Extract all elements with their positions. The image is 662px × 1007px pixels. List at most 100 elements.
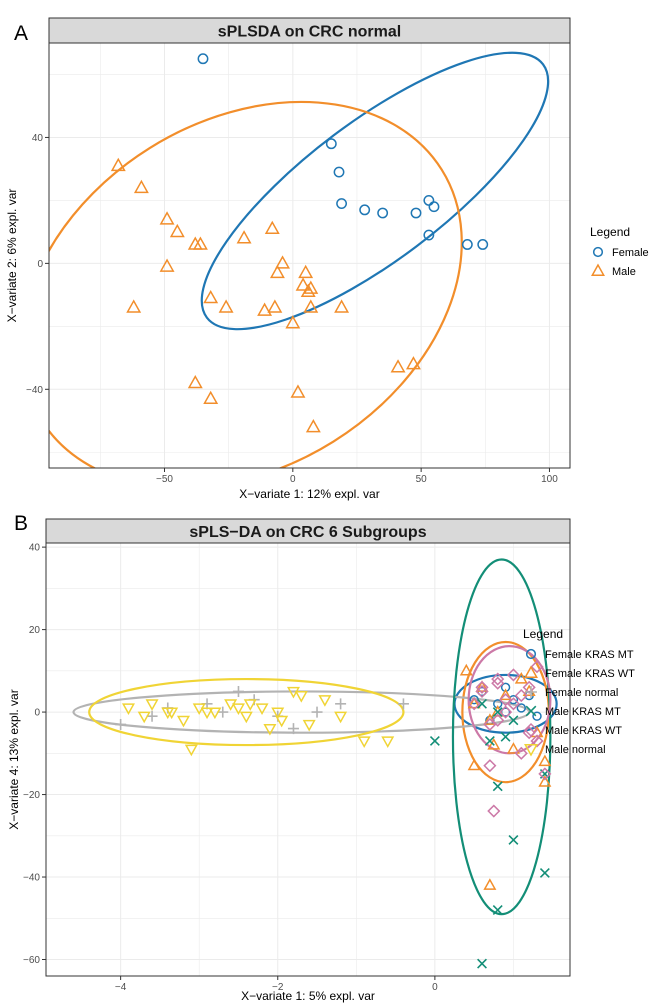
data-point xyxy=(169,223,185,238)
series-female xyxy=(197,53,489,250)
y-tick-label: −20 xyxy=(23,790,40,801)
data-point xyxy=(159,211,175,225)
data-point xyxy=(487,738,501,750)
legend-key xyxy=(592,246,604,258)
data-point xyxy=(405,356,421,370)
data-point xyxy=(539,867,550,878)
data-point xyxy=(208,707,222,720)
data-point xyxy=(334,711,348,724)
data-point xyxy=(203,390,219,405)
legend-key xyxy=(525,705,537,717)
plot-area xyxy=(49,43,570,468)
legend: Legend Female Male xyxy=(590,225,649,278)
ellipses xyxy=(49,51,550,468)
ellipse-male-normal xyxy=(88,677,405,747)
data-point xyxy=(305,419,321,433)
facet-strip xyxy=(45,518,571,544)
legend-item: Male KRAS WT xyxy=(523,722,622,738)
data-point xyxy=(298,264,314,279)
data-point xyxy=(232,685,244,697)
series-male-kras-wt xyxy=(467,660,552,818)
x-tick-label: 50 xyxy=(416,474,428,485)
data-point xyxy=(218,299,234,313)
series-male-kras-mt xyxy=(429,698,550,969)
data-point xyxy=(514,689,528,703)
x-axis-title: X−variate 1: 12% expl. var xyxy=(239,487,379,501)
data-point xyxy=(538,767,552,781)
data-point xyxy=(492,707,503,718)
legend-item: Female KRAS MT xyxy=(525,648,634,661)
data-point xyxy=(290,384,306,398)
data-point xyxy=(499,688,513,701)
data-point xyxy=(239,711,253,724)
data-point xyxy=(184,744,198,757)
facet-strip xyxy=(48,17,571,44)
legend-item: Male KRAS MT xyxy=(525,705,621,718)
legend-label: Male normal xyxy=(545,744,606,756)
panel-letter: B xyxy=(14,512,28,535)
data-point xyxy=(133,179,149,194)
data-point xyxy=(381,736,395,748)
ellipse-female xyxy=(200,51,550,331)
data-point xyxy=(121,703,135,715)
legend-label: Female normal xyxy=(545,687,618,699)
x-axis-title: X−variate 1: 5% expl. var xyxy=(241,989,375,1003)
data-point xyxy=(217,706,229,718)
legend-item: Female normal xyxy=(525,686,618,699)
data-point xyxy=(285,315,301,329)
data-point xyxy=(137,711,151,724)
data-point xyxy=(267,299,283,313)
data-point xyxy=(492,781,503,792)
data-point xyxy=(159,258,175,272)
data-point xyxy=(287,723,299,735)
data-point xyxy=(514,672,528,684)
legend-key xyxy=(523,722,539,738)
data-point xyxy=(483,878,497,890)
legend-label: Male xyxy=(612,266,636,278)
data-point xyxy=(499,693,513,707)
legend-key xyxy=(591,263,605,276)
data-point xyxy=(126,299,142,313)
data-points xyxy=(115,660,552,969)
data-point xyxy=(423,229,435,241)
data-point xyxy=(263,723,277,736)
data-point xyxy=(334,299,350,313)
legend-label: Male KRAS MT xyxy=(545,706,621,718)
x-tick-label: 0 xyxy=(290,474,296,485)
data-point xyxy=(429,735,440,746)
data-point xyxy=(477,958,487,969)
data-point xyxy=(231,703,245,715)
legend-label: Female KRAS MT xyxy=(545,649,634,661)
plot-border xyxy=(48,42,571,469)
data-point xyxy=(410,207,422,219)
data-point xyxy=(294,690,308,703)
series-female-kras-mt xyxy=(469,682,542,726)
data-point xyxy=(335,698,347,710)
data-point xyxy=(269,264,285,279)
data-point xyxy=(275,255,291,269)
data-point xyxy=(492,905,503,915)
data-point xyxy=(243,699,257,711)
data-point xyxy=(115,718,127,730)
chart-title: sPLSDA on CRC normal xyxy=(218,24,401,41)
y-tick-label: 40 xyxy=(32,133,44,144)
x-tick-label: −50 xyxy=(156,474,173,485)
data-point xyxy=(477,239,489,250)
legend-key xyxy=(524,744,538,757)
legend-item: Male xyxy=(591,263,636,278)
data-point xyxy=(508,834,519,845)
data-point xyxy=(506,742,520,754)
legend-item: Male normal xyxy=(524,744,606,757)
y-tick-label: 20 xyxy=(29,625,41,636)
data-point xyxy=(200,707,214,720)
chart-title: sPLS−DA on CRC 6 Subgroups xyxy=(189,524,426,541)
plot-area xyxy=(46,543,570,976)
data-point xyxy=(538,775,552,787)
y-tick-label: 40 xyxy=(29,543,41,554)
data-point xyxy=(487,804,501,818)
legend: Legend Female KRAS MT Female KRAS WT Female… xyxy=(523,627,635,757)
data-point xyxy=(484,735,495,746)
panel-letter: A xyxy=(14,22,28,45)
